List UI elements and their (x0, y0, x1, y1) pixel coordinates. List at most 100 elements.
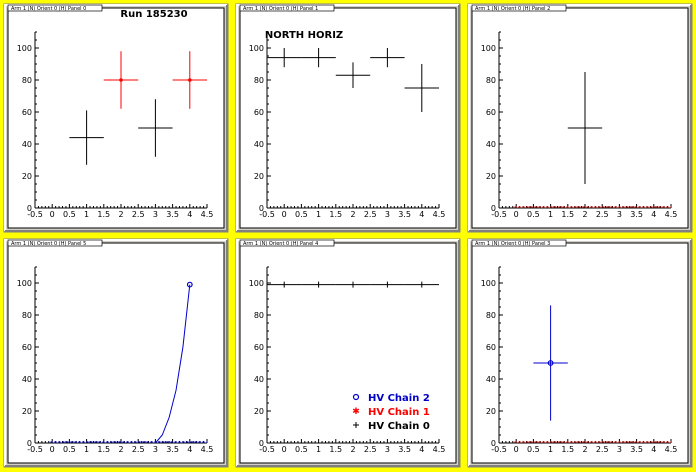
y-tick-label: 60 (22, 108, 32, 117)
y-tick-label: 80 (22, 311, 32, 320)
y-tick-label: 20 (254, 172, 264, 181)
panel-4: Arm 1 (N) Orient 0 (H) Panel 4-0.5 0 0.5 1 1… (235, 238, 461, 468)
y-tick-label: 0 (27, 204, 32, 213)
panel-pad (7, 7, 225, 229)
x-tick-label: 1 (548, 210, 553, 219)
panel-pad (239, 242, 457, 464)
x-tick-label: -0.5 (259, 210, 275, 219)
panel-bevel-light (468, 239, 691, 466)
panel-pad (7, 242, 225, 464)
y-tick-label: 100 (481, 44, 496, 53)
panel-title-box (7, 239, 103, 247)
panel-bevel-dark (5, 240, 228, 467)
x-tick-label: 0.5 (295, 210, 308, 219)
x-tick-label: 1.5 (97, 210, 110, 219)
x-tick-label: 1.5 (329, 445, 342, 454)
x-tick-label: 4.5 (433, 210, 446, 219)
x-tick-label: 4.5 (665, 210, 678, 219)
x-tick-label: 3 (617, 210, 622, 219)
y-tick-label: 20 (22, 172, 32, 181)
x-tick-label: 0.5 (527, 210, 540, 219)
panel-title: Arm 1 (N) Orient 0 (H) Panel 3 (475, 241, 550, 247)
panel-5: Arm 1 (N) Orient 0 (H) Panel 5-0.5 0 0.5 1 1… (3, 238, 229, 468)
x-tick-label: 3.5 (630, 445, 643, 454)
x-tick-label: 0 (514, 210, 519, 219)
x-tick-label: 2.5 (596, 210, 609, 219)
panel-bevel-light (236, 4, 459, 231)
x-tick-label: 4 (187, 445, 192, 454)
legend-marker-star: ✱ (352, 407, 360, 417)
y-tick-label: 40 (486, 140, 496, 149)
y-tick-label: 20 (22, 407, 32, 416)
y-tick-label: 40 (254, 140, 264, 149)
star-marker (119, 78, 123, 82)
panel-title: Arm 1 (N) Orient 0 (H) Panel 5 (11, 241, 86, 247)
x-tick-label: 0.5 (527, 445, 540, 454)
x-tick-label: 3.5 (398, 445, 411, 454)
y-tick-label: 100 (17, 44, 32, 53)
x-tick-label: 3 (153, 445, 158, 454)
x-tick-label: 1 (84, 210, 89, 219)
panel-title-box (239, 4, 335, 12)
x-tick-label: 0 (50, 210, 55, 219)
x-tick-label: 2.5 (132, 210, 145, 219)
x-tick-label: 2 (350, 445, 355, 454)
y-tick-label: 40 (22, 375, 32, 384)
x-tick-label: 4 (187, 210, 192, 219)
y-tick-label: 0 (491, 204, 496, 213)
y-tick-label: 60 (22, 343, 32, 352)
x-tick-label: -0.5 (491, 210, 507, 219)
y-tick-label: 20 (486, 407, 496, 416)
x-tick-label: 3.5 (166, 445, 179, 454)
legend-label: HV Chain 1 (368, 407, 430, 418)
y-tick-label: 20 (486, 172, 496, 181)
x-tick-label: 2.5 (596, 445, 609, 454)
x-tick-label: 0 (282, 445, 287, 454)
y-tick-label: 60 (254, 343, 264, 352)
x-tick-label: 2 (350, 210, 355, 219)
x-tick-label: 1.5 (97, 445, 110, 454)
y-tick-label: 100 (17, 279, 32, 288)
panel-pad (471, 242, 689, 464)
panel-pad (471, 7, 689, 229)
x-tick-label: 2 (118, 210, 123, 219)
x-tick-label: 3 (153, 210, 158, 219)
x-tick-label: 4 (651, 210, 656, 219)
x-tick-label: -0.5 (259, 445, 275, 454)
x-tick-label: -0.5 (491, 445, 507, 454)
panel-1: Arm 1 (N) Orient 0 (H) Panel 1-0.5 0 0.5 1 1… (235, 3, 461, 233)
x-tick-label: 1 (84, 445, 89, 454)
panel-title: Arm 1 (N) Orient 0 (H) Panel 2 (475, 6, 550, 12)
x-tick-label: 4.5 (201, 445, 214, 454)
x-tick-label: 2 (118, 445, 123, 454)
y-tick-label: 40 (486, 375, 496, 384)
panel-bevel-light (4, 4, 227, 231)
y-tick-label: 0 (491, 439, 496, 448)
panel-bevel-dark (237, 240, 460, 467)
panel-bevel-dark (469, 240, 692, 467)
legend-marker-circle (352, 393, 360, 401)
circle-marker (547, 360, 554, 366)
x-tick-label: 4.5 (433, 445, 446, 454)
x-tick-label: 1.5 (329, 210, 342, 219)
panel-title: Arm 1 (N) Orient 0 (H) Panel 1 (243, 6, 318, 12)
y-tick-label: 80 (254, 311, 264, 320)
y-tick-label: 0 (259, 439, 264, 448)
panel-title-box (7, 4, 103, 12)
x-tick-label: 0.5 (63, 210, 76, 219)
y-tick-label: 100 (481, 279, 496, 288)
panel-title-box (471, 239, 567, 247)
x-tick-label: 0.5 (63, 445, 76, 454)
y-tick-label: 80 (254, 76, 264, 85)
panel-bevel-dark (5, 5, 228, 232)
y-tick-label: 40 (22, 140, 32, 149)
x-tick-label: 0.5 (295, 445, 308, 454)
x-tick-label: 4 (419, 210, 424, 219)
x-tick-label: 1 (316, 445, 321, 454)
y-tick-label: 60 (254, 108, 264, 117)
x-tick-label: 4.5 (665, 445, 678, 454)
panel-pad (239, 7, 457, 229)
panel-title-box (471, 4, 567, 12)
y-tick-label: 100 (249, 279, 264, 288)
x-tick-label: 1 (548, 445, 553, 454)
